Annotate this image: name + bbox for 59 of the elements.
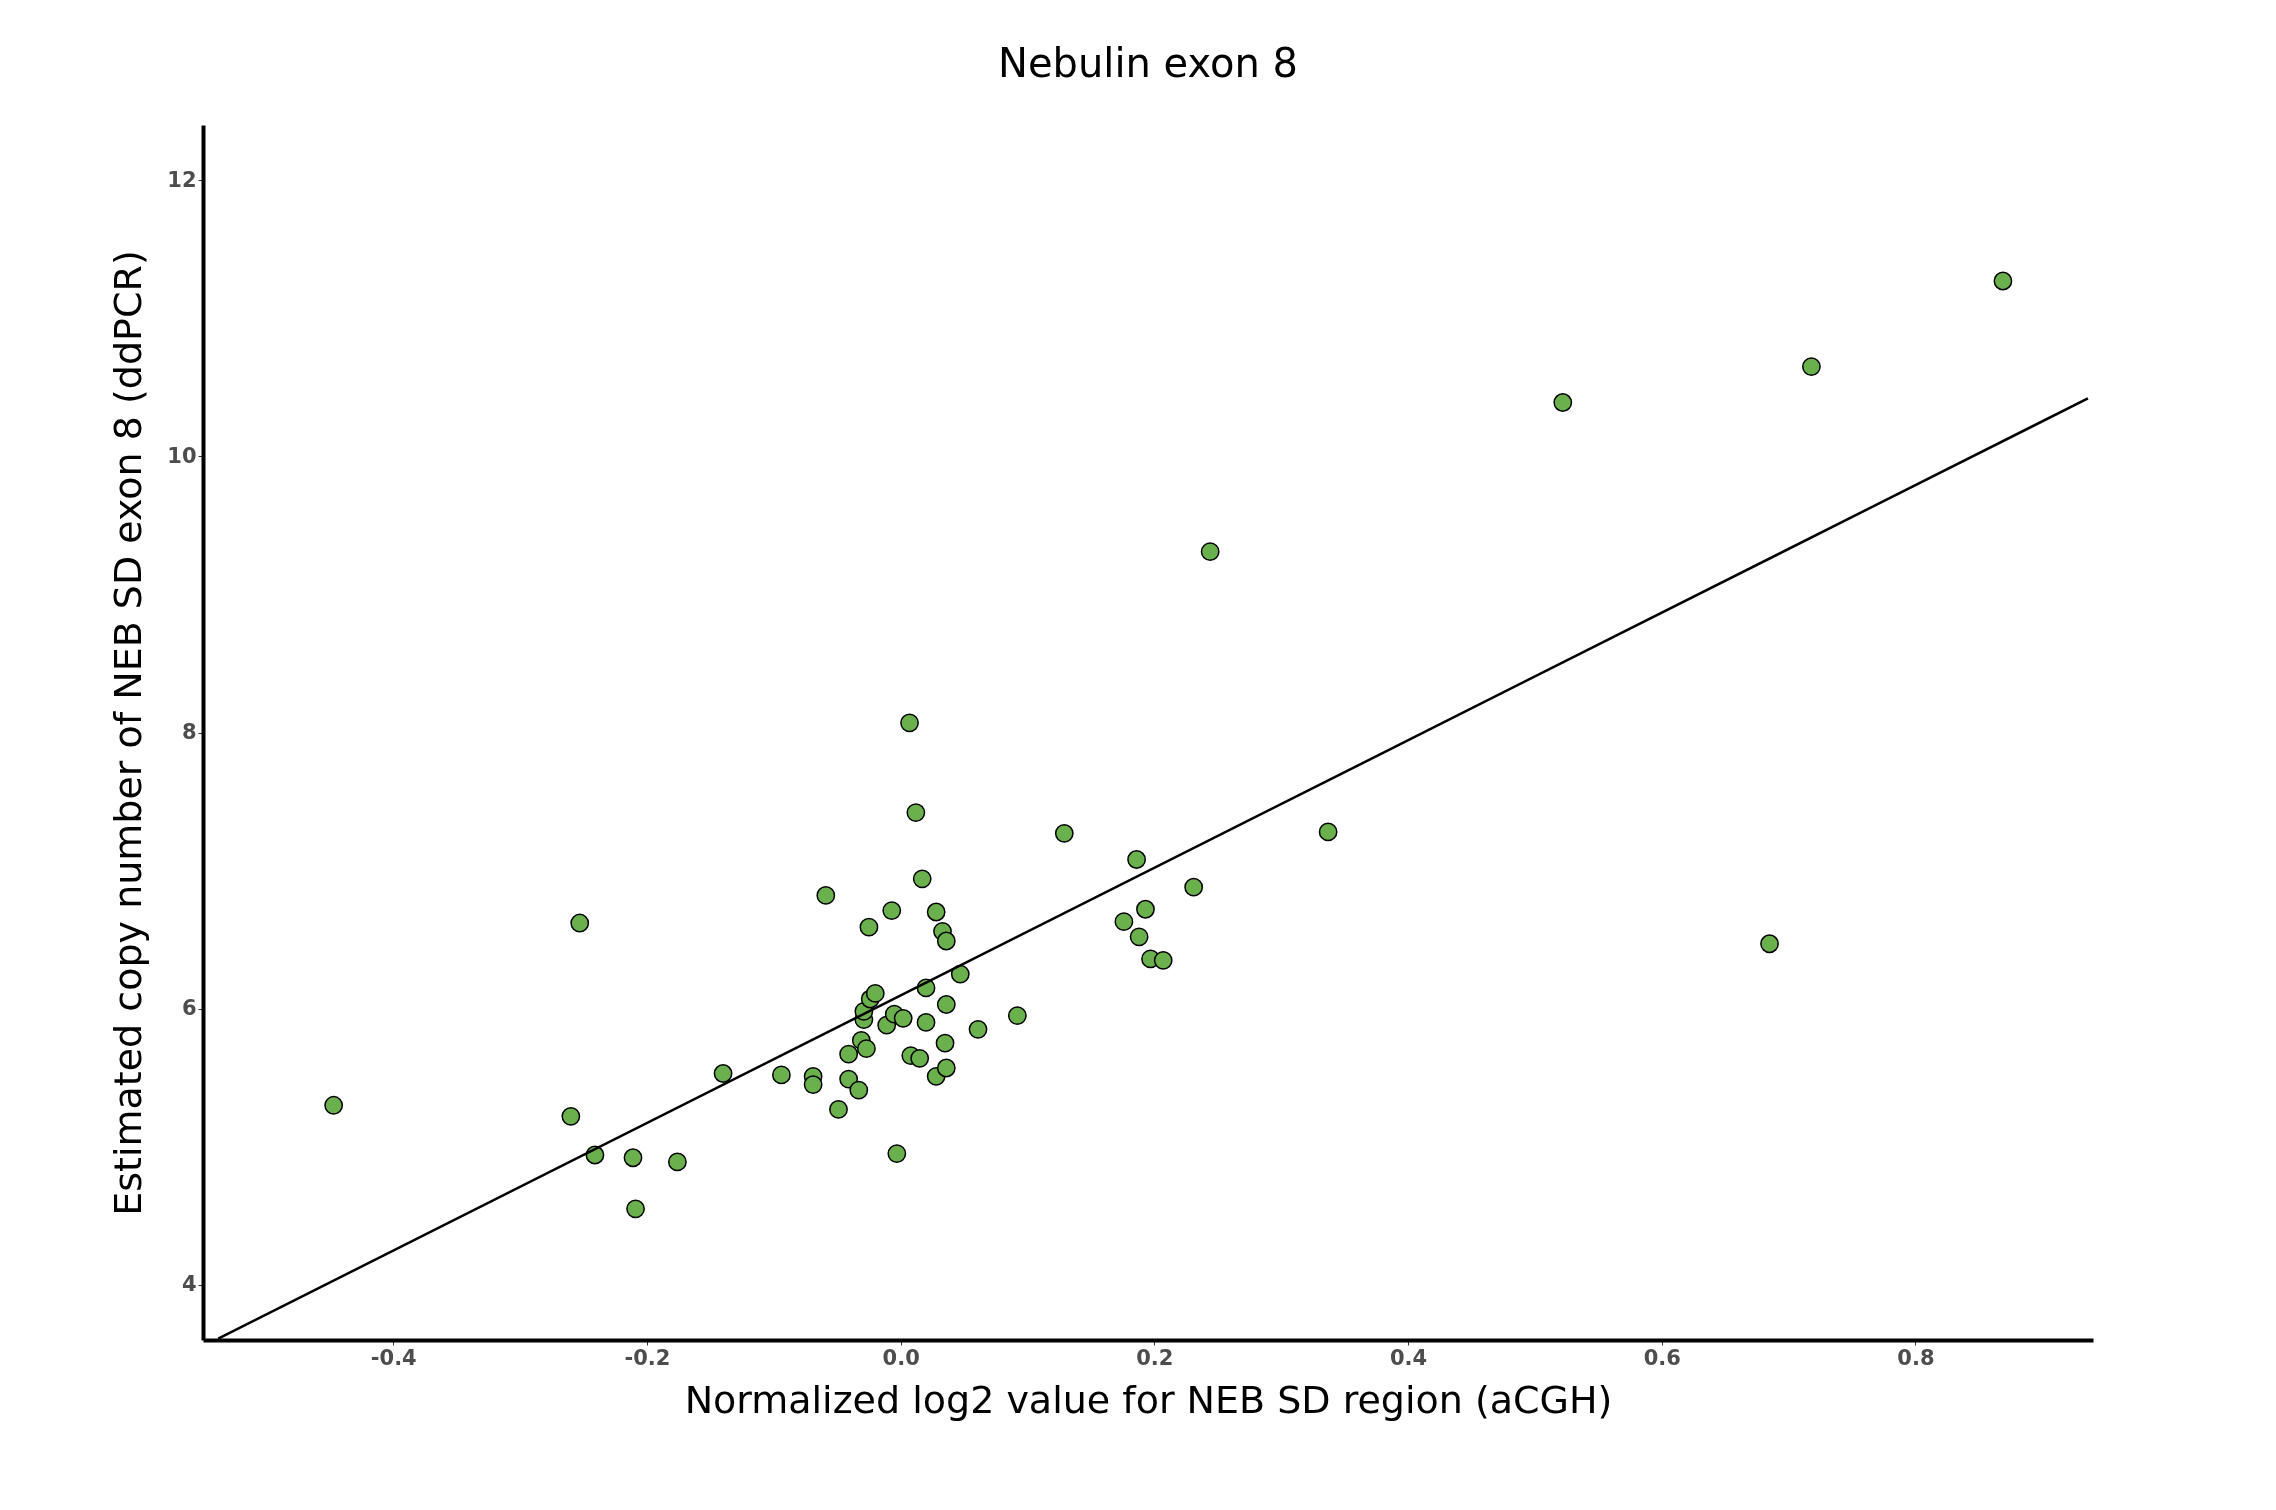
point [865, 984, 885, 1003]
point [667, 1152, 687, 1172]
point [772, 1065, 791, 1085]
point [561, 1106, 581, 1126]
point [1153, 950, 1173, 970]
point [1760, 934, 1779, 954]
point [829, 1100, 848, 1119]
point [1007, 1006, 1027, 1025]
x-axis-title: Normalized log2 value for NEB SD region (aCGH) [684, 1377, 1613, 1422]
y-axis-title: Estimated copy number of NEB SD exon 8 (ddPCR) [106, 250, 151, 1216]
point [324, 1095, 344, 1115]
point [910, 1048, 930, 1068]
x-tick-label: 0.4 [1389, 1345, 1428, 1370]
x-tick-label: 0.0 [882, 1345, 920, 1370]
x-tick-label: 0.6 [1643, 1345, 1681, 1370]
point [936, 995, 956, 1014]
point [816, 886, 836, 905]
point [1801, 357, 1821, 377]
point [803, 1075, 823, 1094]
point [839, 1044, 859, 1064]
y-tick-label: 8 [181, 720, 197, 744]
point [1318, 822, 1338, 842]
point [968, 1019, 988, 1039]
point [856, 1039, 876, 1059]
point [935, 1033, 955, 1053]
point [1114, 912, 1134, 932]
point [936, 1058, 956, 1078]
point [1200, 542, 1220, 562]
point [1054, 823, 1074, 843]
point [912, 869, 932, 889]
point [626, 1199, 645, 1219]
y-tick-label: 4 [181, 1272, 197, 1297]
y-tick-label: 6 [181, 996, 197, 1021]
x-tick-label: 0.2 [1136, 1345, 1174, 1370]
chart-title: Nebulin exon 8 [998, 40, 1298, 86]
point [893, 1008, 913, 1028]
point [713, 1064, 733, 1083]
point [906, 803, 926, 822]
point [570, 913, 590, 933]
point [1553, 393, 1573, 412]
point [623, 1148, 643, 1168]
point [882, 901, 902, 920]
point [849, 1080, 869, 1100]
point [1993, 271, 2013, 291]
x-tick-label: -0.4 [370, 1345, 417, 1370]
point [1127, 850, 1146, 869]
point [926, 902, 946, 922]
point [936, 931, 956, 951]
point [900, 713, 919, 733]
y-tick-label: 10 [167, 443, 197, 468]
x-tick-label: -0.2 [624, 1345, 671, 1370]
point [1184, 877, 1204, 897]
point [887, 1144, 907, 1163]
y-tick-label: 12 [167, 167, 197, 192]
point [1129, 927, 1149, 947]
point [916, 1013, 936, 1032]
point [1136, 899, 1155, 919]
point [859, 917, 879, 937]
x-tick-label: 0.8 [1897, 1345, 1935, 1370]
